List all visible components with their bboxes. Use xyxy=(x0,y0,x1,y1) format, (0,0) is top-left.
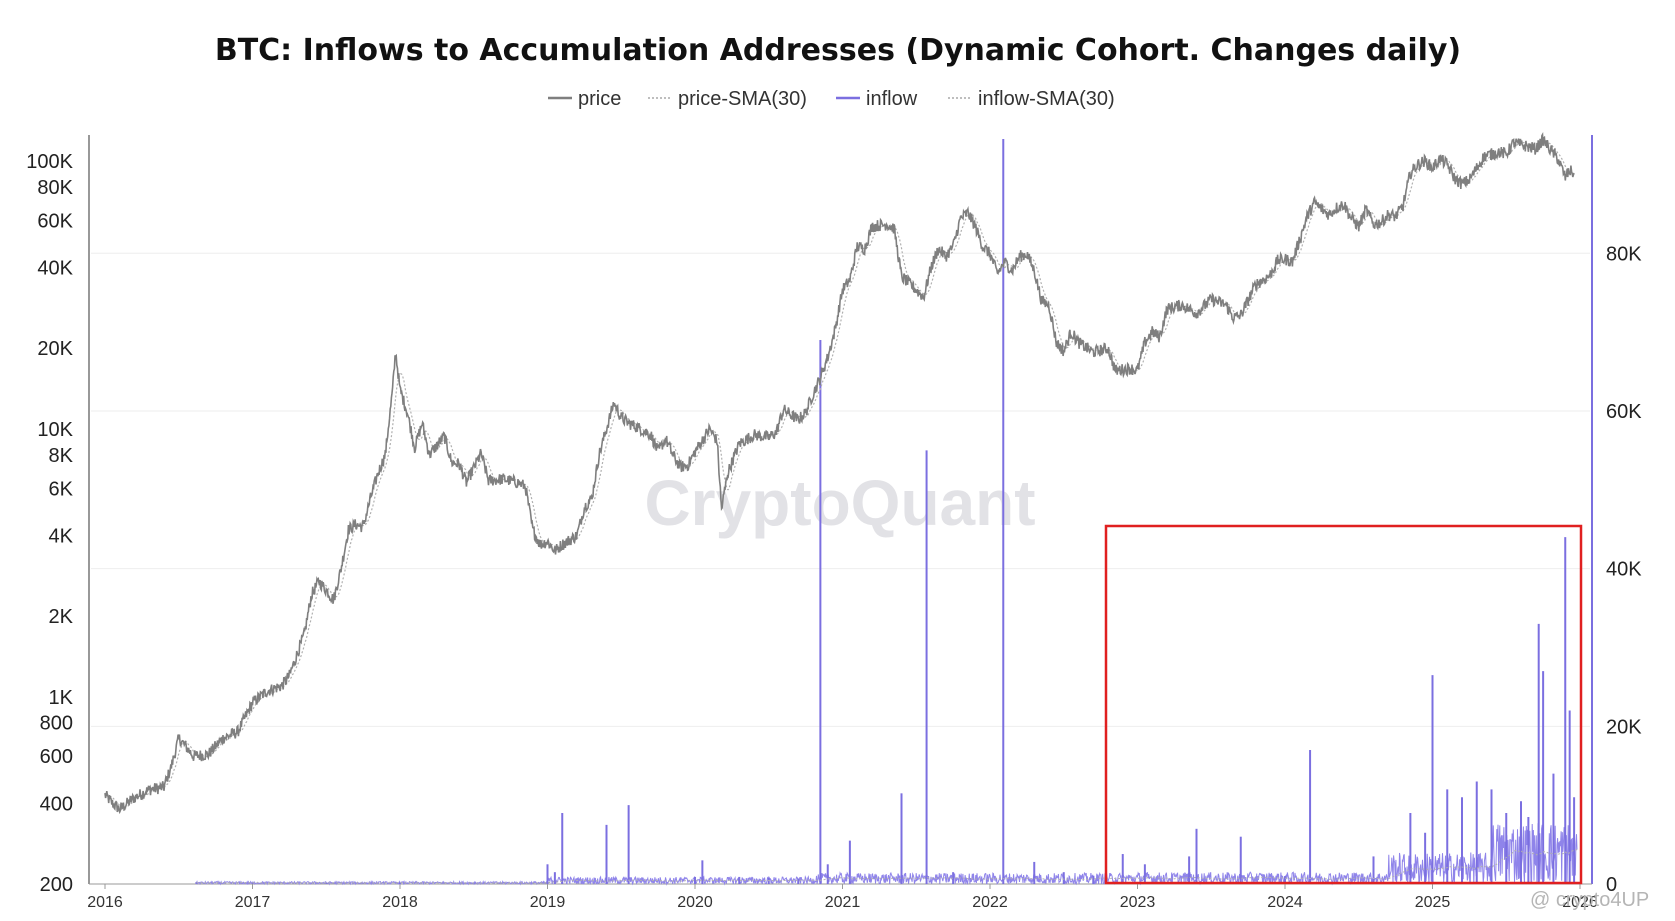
left-axis: 200 400 600 800 1K 2K 4K 6K 8K 10K 20K 40K 60K 80K 100… xyxy=(26,135,90,896)
chart-title: BTC: Inflows to Accumulation Addresses (… xyxy=(215,33,1461,68)
y-left-tick-label: 8K xyxy=(49,445,74,467)
y-left-tick-label: 4K xyxy=(49,525,74,547)
y-left-tick-label: 600 xyxy=(40,746,73,768)
x-axis: 2016 2017 2018 2019 2020 2021 2022 2023 2024 2025… xyxy=(87,883,1598,911)
x-tick-label: 2021 xyxy=(825,894,861,911)
y-left-tick-label: 2K xyxy=(49,606,74,628)
y-right-tick-label: 20K xyxy=(1606,716,1642,738)
right-axis: 0 20K 40K 60K 80K xyxy=(1591,135,1642,896)
credit-text: @ crypto4UP xyxy=(1530,889,1649,911)
y-right-tick-label: 40K xyxy=(1606,559,1642,581)
x-tick-label: 2024 xyxy=(1267,894,1303,911)
y-right-tick-label: 0 xyxy=(1606,874,1617,896)
highlight-box xyxy=(1104,524,1583,885)
x-tick-label: 2022 xyxy=(972,894,1008,911)
y-left-tick-label: 100K xyxy=(26,151,73,173)
inflow-line xyxy=(195,823,1578,886)
y-left-tick-label: 400 xyxy=(40,793,73,815)
x-tick-label: 2019 xyxy=(530,894,566,911)
price-line xyxy=(104,131,1575,815)
legend-item-inflow[interactable]: inflow xyxy=(836,88,918,110)
y-left-tick-label: 20K xyxy=(37,338,73,360)
legend: price price-SMA(30) inflow inflow-SMA(30… xyxy=(548,88,1115,110)
y-left-tick-label: 40K xyxy=(37,258,73,280)
x-tick-label: 2020 xyxy=(677,894,713,911)
y-left-tick-label: 200 xyxy=(40,874,73,896)
x-tick-label: 2016 xyxy=(87,894,123,911)
y-right-tick-label: 60K xyxy=(1606,401,1642,423)
x-tick-label: 2026 xyxy=(1562,894,1598,911)
x-tick-label: 2025 xyxy=(1415,894,1451,911)
legend-label-inflow-sma: inflow-SMA(30) xyxy=(978,88,1115,110)
price-series xyxy=(104,131,1575,815)
y-left-tick-label: 800 xyxy=(40,713,73,735)
x-tick-label: 2017 xyxy=(235,894,271,911)
x-tick-label: 2018 xyxy=(382,894,418,911)
legend-item-price[interactable]: price xyxy=(548,88,621,110)
y-left-tick-label: 6K xyxy=(49,478,74,500)
watermark: CryptoQuant xyxy=(644,467,1035,539)
price-sma-line xyxy=(104,141,1575,809)
legend-item-price-sma[interactable]: price-SMA(30) xyxy=(648,88,807,110)
legend-label-inflow: inflow xyxy=(866,88,918,110)
x-tick-label: 2023 xyxy=(1120,894,1156,911)
y-left-tick-label: 1K xyxy=(49,687,74,709)
legend-item-inflow-sma[interactable]: inflow-SMA(30) xyxy=(948,88,1115,110)
y-left-tick-label: 10K xyxy=(37,419,73,441)
y-right-tick-label: 80K xyxy=(1606,243,1642,265)
y-left-tick-label: 80K xyxy=(37,177,73,199)
y-left-tick-label: 60K xyxy=(37,210,73,232)
legend-label-price: price xyxy=(578,88,621,110)
legend-label-price-sma: price-SMA(30) xyxy=(678,88,807,110)
